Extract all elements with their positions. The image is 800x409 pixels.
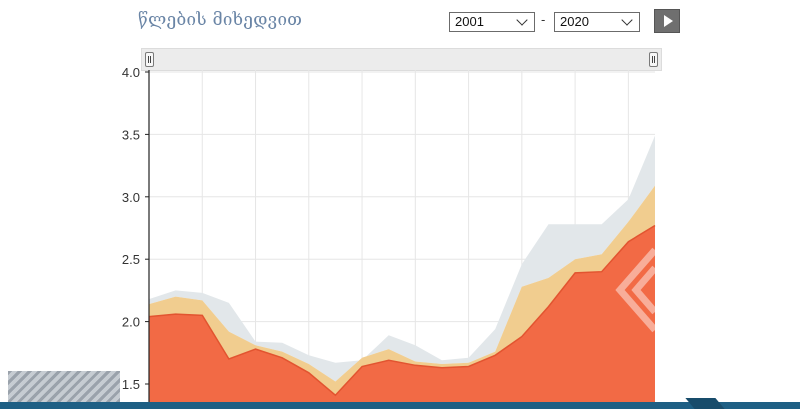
bottom-bar — [0, 402, 800, 409]
play-icon — [664, 15, 673, 27]
y-tick-label: 1.5 — [122, 377, 140, 392]
area-series-middle[interactable] — [149, 185, 655, 396]
area-series-bottom-outline — [148, 224, 656, 397]
to-year-value: 2020 — [560, 14, 589, 29]
chart-axes: 4.0 3.5 3.0 2.5 2.0 1.5 — [122, 65, 150, 405]
area-series-top[interactable] — [149, 135, 655, 382]
chart-areas — [148, 135, 656, 406]
from-year-select[interactable]: 2001 — [449, 12, 535, 32]
y-tick-label: 3.5 — [122, 127, 140, 142]
slider-handle-start[interactable] — [145, 52, 154, 67]
year-range-slider[interactable] — [141, 48, 662, 71]
year-range-separator: - — [541, 12, 546, 27]
page-title: წლების მიხედვით — [138, 10, 303, 30]
chevron-left-icon — [615, 247, 658, 333]
slider-handle-end[interactable] — [649, 52, 658, 67]
y-tick-label: 2.5 — [122, 252, 140, 267]
y-tick-label: 3.0 — [122, 190, 140, 205]
y-tick-label: 4.0 — [122, 65, 140, 80]
area-series-bottom[interactable] — [149, 225, 655, 406]
y-tick-label: 2.0 — [122, 315, 140, 330]
from-year-value: 2001 — [455, 14, 484, 29]
chart-overlay — [615, 247, 658, 333]
play-button[interactable] — [654, 9, 680, 33]
to-year-select[interactable]: 2020 — [554, 12, 640, 32]
